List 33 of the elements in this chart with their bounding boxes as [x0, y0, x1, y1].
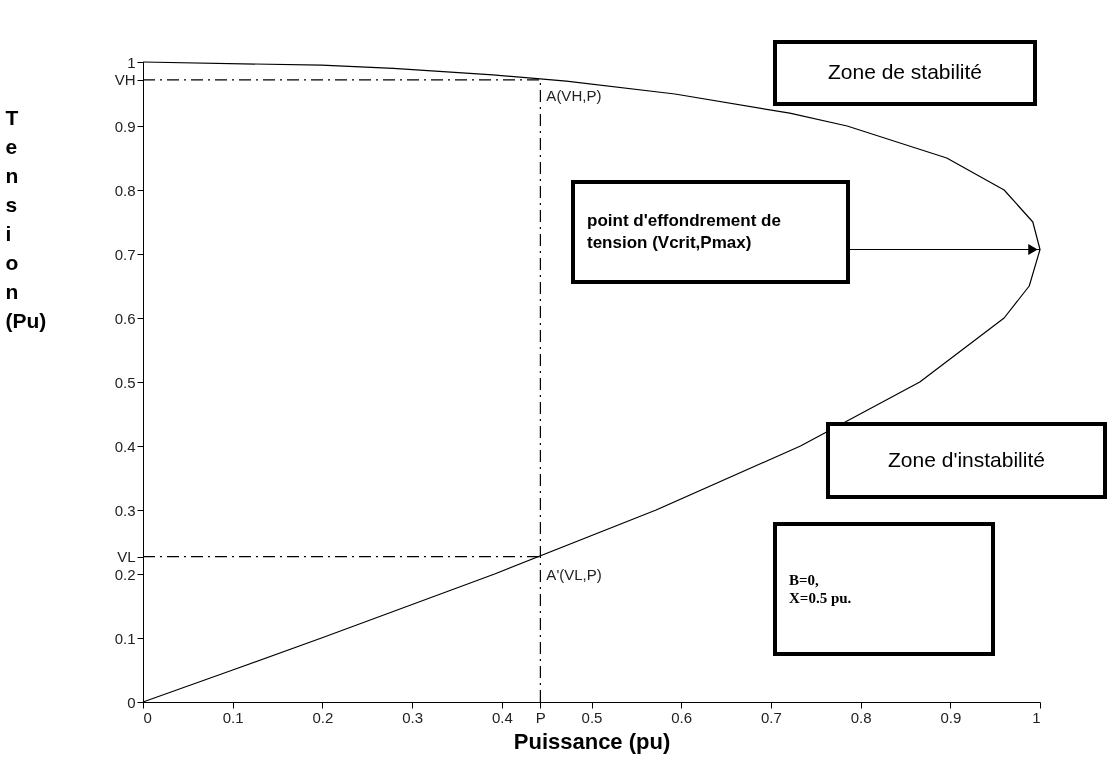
y-tick-label: 0.9 — [114, 117, 136, 135]
annotation: A'(VL,P) — [546, 565, 602, 583]
annotation: B=0, X=0.5 pu. — [789, 571, 852, 607]
y-tick-label: 0.7 — [114, 245, 136, 263]
y-tick-label: 1 — [127, 53, 136, 71]
x-tick-label: 0 — [143, 708, 152, 726]
x-tick-label: 0.7 — [760, 708, 782, 726]
x-tick-label: 0.6 — [671, 708, 693, 726]
annotation: point d'effondrement de tension (Vcrit,Pmax) — [587, 211, 781, 252]
y-tick-label: VL — [117, 548, 136, 566]
x-tick-label: 1 — [1032, 708, 1041, 726]
x-tick-label: 0.8 — [850, 708, 872, 726]
y-tick-label: 0.1 — [114, 629, 136, 647]
y-axis-title: Tension (Pu) — [5, 105, 47, 332]
x-axis-title: Puissance (pu) — [513, 728, 671, 754]
y-tick-label: 0 — [127, 693, 136, 711]
y-tick-label: 0.6 — [114, 309, 136, 327]
y-tick-label: 0.5 — [114, 373, 136, 391]
y-tick-label: VH — [114, 71, 136, 89]
annotation: Zone de stabilité — [827, 60, 983, 83]
x-tick-label: P — [535, 708, 546, 726]
y-tick-label: 0.8 — [114, 181, 136, 199]
y-tick-label: 0.3 — [114, 501, 136, 519]
x-tick-label: 0.4 — [491, 708, 513, 726]
x-tick-label: 0.1 — [222, 708, 244, 726]
y-tick-label: 0.2 — [114, 565, 136, 583]
y-tick-label: 0.4 — [114, 437, 136, 455]
x-tick-label: 0.3 — [402, 708, 424, 726]
x-tick-label: 0.2 — [312, 708, 334, 726]
x-tick-label: 0.5 — [581, 708, 603, 726]
annotation: A(VH,P) — [546, 86, 602, 104]
x-tick-label: 0.9 — [940, 708, 962, 726]
annotation: Zone d'instabilité — [888, 447, 1045, 471]
